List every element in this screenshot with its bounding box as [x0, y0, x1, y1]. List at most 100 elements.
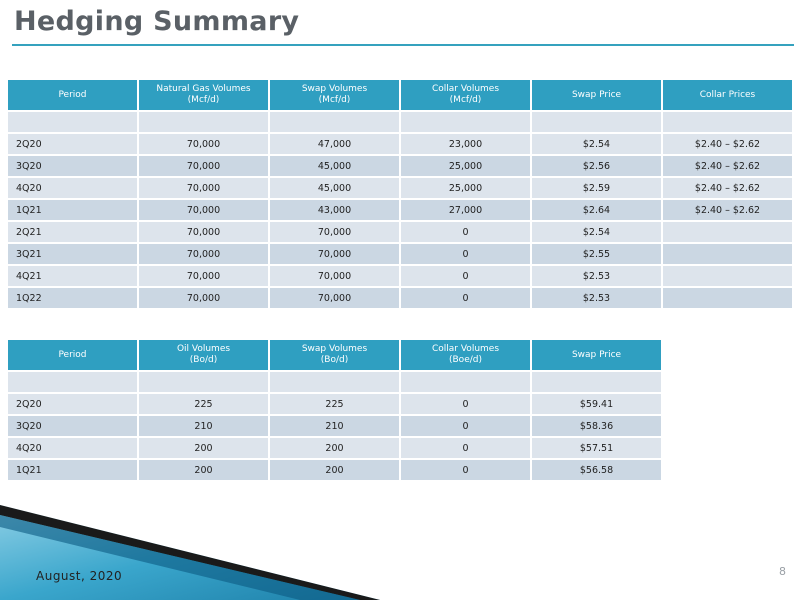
period-cell: 1Q21: [8, 200, 137, 220]
blank-cell: [8, 112, 137, 132]
value-cell: $2.40 – $2.62: [663, 156, 792, 176]
value-cell: $2.53: [532, 288, 661, 308]
header-label: Collar Prices: [699, 89, 756, 100]
header-label: Collar Volumes: [431, 84, 500, 94]
value-cell: 70,000: [139, 200, 268, 220]
header-unit: (Bo/d): [320, 355, 349, 365]
value-cell: $58.36: [532, 416, 661, 436]
blank-row: [8, 112, 792, 132]
value-cell: $57.51: [532, 438, 661, 458]
value-cell: 70,000: [139, 134, 268, 154]
value-cell: 70,000: [139, 244, 268, 264]
value-cell: 200: [270, 460, 399, 480]
value-cell: 225: [139, 394, 268, 414]
value-cell: 0: [401, 416, 530, 436]
header-label: Oil Volumes: [176, 344, 231, 354]
header-unit: (Mcf/d): [449, 95, 482, 105]
blank-cell: [139, 372, 268, 392]
period-cell: 4Q20: [8, 178, 137, 198]
header-label: Swap Volumes: [301, 344, 368, 354]
blank-cell: [663, 112, 792, 132]
table-row: 3Q21 70,000 70,000 0 $2.55: [8, 244, 792, 264]
blank-cell: [401, 372, 530, 392]
value-cell: 70,000: [139, 222, 268, 242]
blank-cell: [270, 112, 399, 132]
value-cell: 70,000: [270, 244, 399, 264]
value-cell: 0: [401, 394, 530, 414]
table-row: 2Q20 225 225 0 $59.41: [8, 394, 661, 414]
header-unit: (Mcf/d): [187, 95, 220, 105]
period-cell: 2Q20: [8, 394, 137, 414]
period-cell: 4Q20: [8, 438, 137, 458]
header-label: Period: [58, 89, 87, 100]
value-cell: 45,000: [270, 178, 399, 198]
value-cell: 210: [139, 416, 268, 436]
value-cell: 70,000: [270, 288, 399, 308]
value-cell: 225: [270, 394, 399, 414]
value-cell: $2.59: [532, 178, 661, 198]
value-cell: 27,000: [401, 200, 530, 220]
value-cell: [663, 222, 792, 242]
value-cell: 70,000: [139, 266, 268, 286]
period-cell: 3Q20: [8, 416, 137, 436]
natural-gas-hedging-table: Period Natural Gas Volumes (Mcf/d) Swap Vol…: [6, 78, 794, 310]
value-cell: $2.40 – $2.62: [663, 178, 792, 198]
value-cell: $59.41: [532, 394, 661, 414]
gas_table-header-cell: Period: [8, 80, 137, 110]
blank-cell: [401, 112, 530, 132]
value-cell: 70,000: [139, 178, 268, 198]
gas_table-header-cell: Swap Volumes (Mcf/d): [270, 80, 399, 110]
value-cell: $2.56: [532, 156, 661, 176]
table-row: 1Q21 200 200 0 $56.58: [8, 460, 661, 480]
period-cell: 3Q20: [8, 156, 137, 176]
header-label: Swap Price: [571, 89, 622, 100]
oil_table-header-cell: Period: [8, 340, 137, 370]
value-cell: 200: [139, 438, 268, 458]
decorative-wedge-graphic: [0, 505, 380, 600]
blank-cell: [532, 372, 661, 392]
table-row: 4Q20 70,000 45,000 25,000 $2.59 $2.40 – $2.62: [8, 178, 792, 198]
value-cell: 0: [401, 288, 530, 308]
blank-cell: [270, 372, 399, 392]
oil_table-header-cell: Swap Volumes (Bo/d): [270, 340, 399, 370]
value-cell: 200: [270, 438, 399, 458]
oil_table-header-cell: Swap Price: [532, 340, 661, 370]
value-cell: [663, 288, 792, 308]
value-cell: $2.54: [532, 134, 661, 154]
header-unit: (Mcf/d): [318, 95, 351, 105]
period-cell: 2Q21: [8, 222, 137, 242]
value-cell: [663, 244, 792, 264]
table-row: 3Q20 70,000 45,000 25,000 $2.56 $2.40 – $2.62: [8, 156, 792, 176]
table-row: 1Q21 70,000 43,000 27,000 $2.64 $2.40 – $2.62: [8, 200, 792, 220]
period-cell: 2Q20: [8, 134, 137, 154]
value-cell: 210: [270, 416, 399, 436]
value-cell: $56.58: [532, 460, 661, 480]
blank-cell: [139, 112, 268, 132]
value-cell: 43,000: [270, 200, 399, 220]
value-cell: 0: [401, 460, 530, 480]
value-cell: 70,000: [139, 156, 268, 176]
page-number: 8: [779, 565, 786, 578]
header-unit: (Boe/d): [449, 355, 482, 365]
blank-cell: [8, 372, 137, 392]
gas_table-header-cell: Swap Price: [532, 80, 661, 110]
period-cell: 4Q21: [8, 266, 137, 286]
value-cell: 0: [401, 244, 530, 264]
value-cell: 25,000: [401, 156, 530, 176]
oil-hedging-table: Period Oil Volumes (Bo/d) Swap Volumes (Bo/d…: [6, 338, 663, 482]
header-label: Collar Volumes: [431, 344, 500, 354]
oil_table-header-cell: Oil Volumes (Bo/d): [139, 340, 268, 370]
period-cell: 3Q21: [8, 244, 137, 264]
value-cell: 70,000: [270, 266, 399, 286]
header-unit: (Bo/d): [189, 355, 218, 365]
period-cell: 1Q22: [8, 288, 137, 308]
table-row: 4Q20 200 200 0 $57.51: [8, 438, 661, 458]
header-label: Swap Price: [571, 349, 622, 360]
oil_table-header-cell: Collar Volumes (Boe/d): [401, 340, 530, 370]
table-row: 2Q21 70,000 70,000 0 $2.54: [8, 222, 792, 242]
value-cell: 0: [401, 266, 530, 286]
value-cell: $2.64: [532, 200, 661, 220]
blank-cell: [532, 112, 661, 132]
value-cell: $2.53: [532, 266, 661, 286]
value-cell: $2.40 – $2.62: [663, 200, 792, 220]
